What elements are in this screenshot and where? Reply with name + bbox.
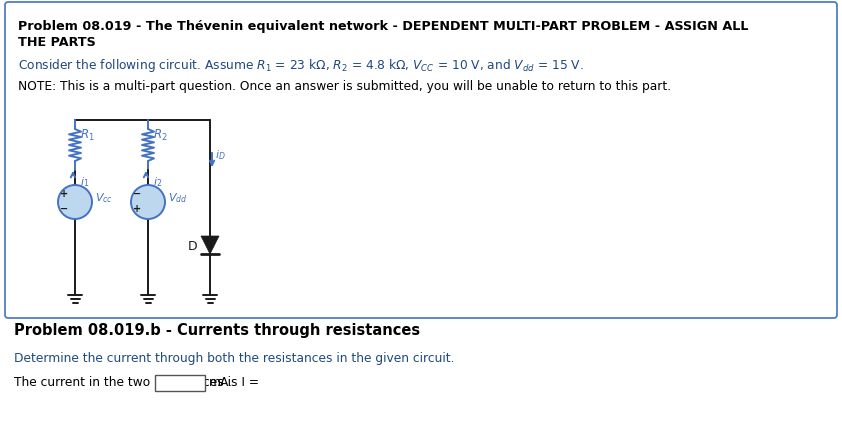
- Text: $i_2$: $i_2$: [153, 175, 163, 189]
- FancyBboxPatch shape: [5, 2, 837, 318]
- Text: D: D: [188, 240, 198, 253]
- Text: +: +: [133, 204, 141, 214]
- Text: THE PARTS: THE PARTS: [18, 36, 96, 49]
- Text: $R_2$: $R_2$: [153, 128, 168, 143]
- Text: mA.: mA.: [209, 376, 233, 389]
- Text: $R_1$: $R_1$: [80, 128, 94, 143]
- Text: $i_D$: $i_D$: [215, 148, 226, 162]
- Polygon shape: [201, 236, 219, 254]
- Text: The current in the two resistances is I =: The current in the two resistances is I …: [14, 376, 259, 389]
- Circle shape: [58, 185, 92, 219]
- Bar: [155, 375, 205, 391]
- Text: $i_1$: $i_1$: [80, 175, 89, 189]
- Text: −: −: [133, 189, 141, 199]
- Text: $V_{dd}$: $V_{dd}$: [168, 191, 188, 205]
- Text: Problem 08.019.b - Currents through resistances: Problem 08.019.b - Currents through resi…: [14, 323, 420, 338]
- Text: Determine the current through both the resistances in the given circuit.: Determine the current through both the r…: [14, 352, 455, 365]
- Text: $V_{cc}$: $V_{cc}$: [95, 191, 113, 205]
- Text: +: +: [60, 189, 68, 199]
- Text: Problem 08.019 - The Thévenin equivalent network - DEPENDENT MULTI-PART PROBLEM : Problem 08.019 - The Thévenin equivalent…: [18, 20, 749, 33]
- Circle shape: [131, 185, 165, 219]
- Text: NOTE: This is a multi-part question. Once an answer is submitted, you will be un: NOTE: This is a multi-part question. Onc…: [18, 80, 671, 93]
- Text: −: −: [60, 204, 68, 214]
- Text: Consider the following circuit. Assume $R_1$ = 23 k$\Omega$, $R_2$ = 4.8 k$\Omeg: Consider the following circuit. Assume $…: [18, 57, 584, 74]
